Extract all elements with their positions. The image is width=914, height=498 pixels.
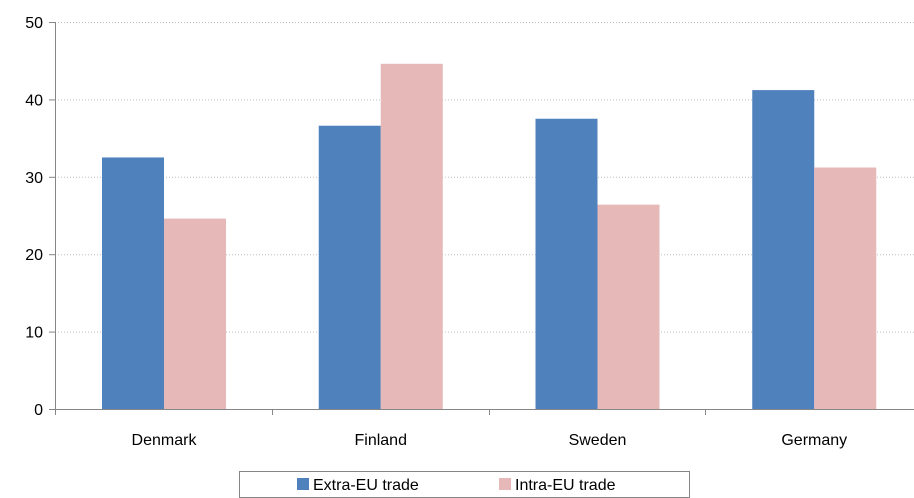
- legend-swatch: [297, 478, 309, 490]
- category-label: Sweden: [569, 432, 627, 449]
- bar-denmark-intra-eu-trade: [164, 218, 226, 409]
- y-tick-label: 50: [25, 15, 43, 32]
- bar-finland-extra-eu-trade: [318, 125, 381, 409]
- category-label: Germany: [781, 432, 847, 449]
- y-tick-label: 30: [25, 170, 43, 187]
- bar-germany-intra-eu-trade: [814, 167, 877, 409]
- y-tick-label: 0: [34, 402, 43, 419]
- y-tick-label: 40: [25, 92, 43, 109]
- legend-label: Intra-EU trade: [515, 477, 616, 494]
- bar-sweden-intra-eu-trade: [597, 204, 660, 409]
- bar-finland-intra-eu-trade: [380, 63, 443, 410]
- legend-box: [239, 471, 690, 498]
- category-label: Denmark: [132, 432, 198, 449]
- legend-swatch: [499, 478, 511, 490]
- bar-sweden-extra-eu-trade: [535, 118, 598, 409]
- bar-germany-extra-eu-trade: [752, 90, 815, 409]
- legend-label: Extra-EU trade: [313, 477, 419, 494]
- axes: [49, 22, 914, 415]
- category-labels: Denmark Finland Sweden Germany: [132, 432, 848, 449]
- category-label: Finland: [355, 432, 407, 449]
- y-tick-label: 10: [25, 325, 43, 342]
- legend: Extra-EU trade Intra-EU trade: [239, 471, 690, 498]
- gridlines: [55, 22, 914, 333]
- y-tick-labels: 0 10 20 30 40 50: [25, 15, 43, 419]
- bars: [102, 63, 877, 410]
- bar-denmark-extra-eu-trade: [102, 157, 164, 409]
- y-tick-label: 20: [25, 247, 43, 264]
